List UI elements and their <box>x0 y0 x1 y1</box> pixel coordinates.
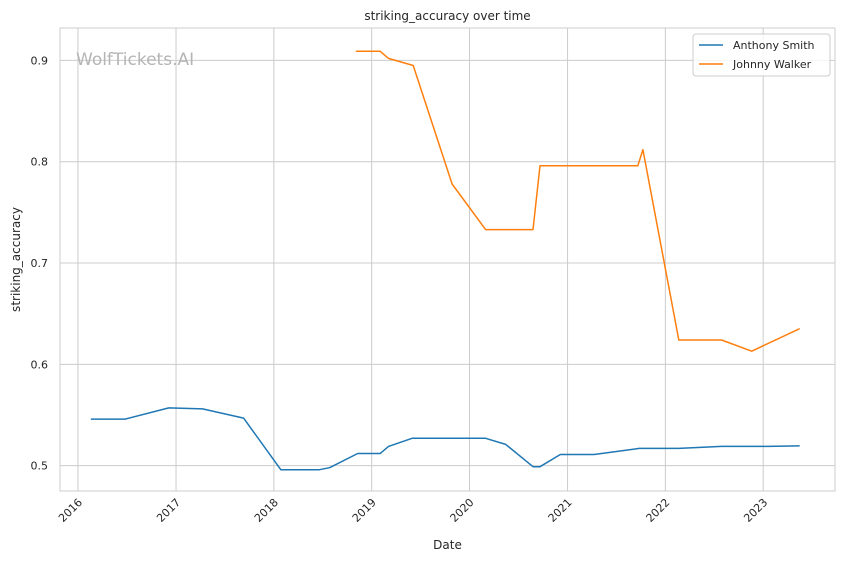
y-axis-title: striking_accuracy <box>9 207 23 312</box>
y-tick-label: 0.9 <box>31 54 49 67</box>
y-tick-label: 0.7 <box>31 257 49 270</box>
y-tick-label: 0.6 <box>31 358 49 371</box>
legend-label: Anthony Smith <box>733 39 815 52</box>
series-line-johnny-walker <box>355 50 800 352</box>
watermark-text: WolfTickets.AI <box>76 50 194 70</box>
plot-frame <box>59 27 836 492</box>
y-tick-label: 0.8 <box>31 156 49 169</box>
y-tick-label: 0.5 <box>31 460 49 473</box>
y-axis-ticks: 0.5 0.6 0.7 0.8 0.9 <box>31 54 49 472</box>
legend-box <box>692 33 831 77</box>
legend: Anthony Smith Johnny Walker <box>692 33 831 77</box>
series-line-anthony-smith <box>90 407 800 471</box>
chart-title: striking_accuracy over time <box>364 9 530 23</box>
x-axis-title: Date <box>433 538 462 552</box>
series-lines <box>90 50 800 471</box>
legend-label: Johnny Walker <box>732 58 812 71</box>
